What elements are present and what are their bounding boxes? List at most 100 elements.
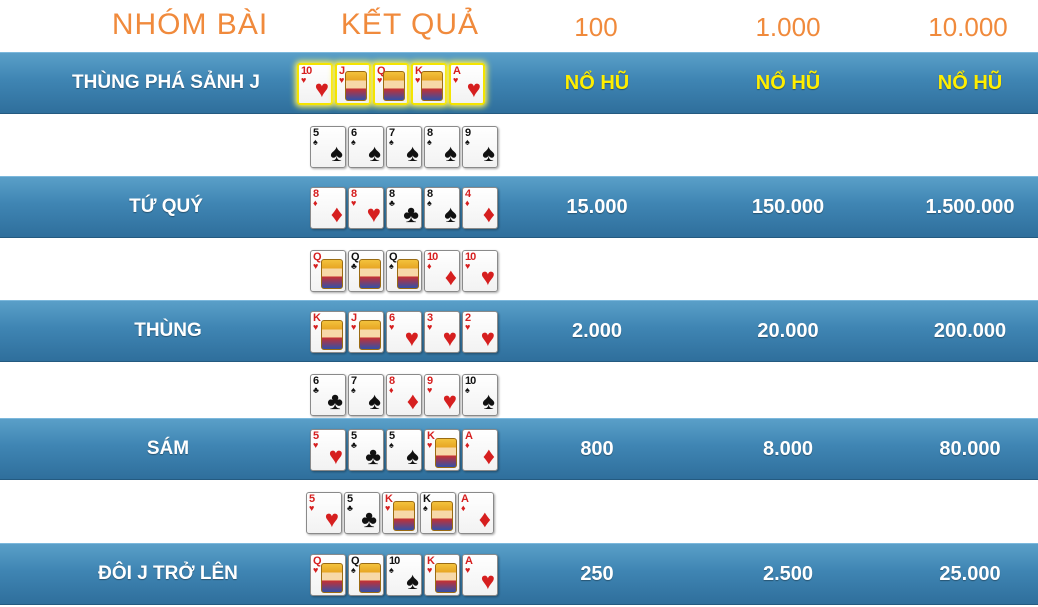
- hand-cards: 5 ♥ ♥ 5 ♣ ♣ 5 ♠ ♠ K ♥ A ♦ ♦: [310, 429, 498, 471]
- playing-card: 2 ♥ ♥: [462, 311, 498, 353]
- card-rank: Q: [313, 555, 322, 567]
- card-rank: K: [427, 555, 435, 567]
- card-rank: 6: [389, 312, 395, 324]
- payout-value: 15.000: [566, 196, 628, 218]
- diamond-pip-icon: ♦: [406, 388, 419, 415]
- bet-10000-column-header: 10.000: [928, 12, 1008, 42]
- spade-pip-icon: ♠: [482, 140, 495, 167]
- spade-pip-icon: ♠: [368, 140, 381, 167]
- spade-pip-icon: ♠: [444, 140, 457, 167]
- playing-card: 7 ♠ ♠: [386, 126, 422, 168]
- heart-pip-icon: ♥: [480, 568, 495, 595]
- payout-value: 8.000: [762, 438, 814, 460]
- playing-card: 8 ♦ ♦: [386, 374, 422, 416]
- playing-card: 5 ♠ ♠: [310, 126, 346, 168]
- card-rank: 8: [351, 188, 357, 200]
- spade-suit-icon: ♠: [423, 503, 428, 513]
- spade-suit-icon: ♠: [351, 385, 356, 395]
- heart-suit-icon: ♥: [313, 565, 319, 575]
- bet-100-column-header: 100: [574, 12, 618, 42]
- spade-suit-icon: ♠: [389, 440, 394, 450]
- card-rank: 8: [313, 188, 319, 200]
- playing-card: 8 ♠ ♠: [424, 187, 460, 229]
- paytable-row: SÁM 5 ♥ ♥ 5 ♣ ♣ 5 ♠ ♠ K ♥ A ♦ ♦ 800 8.000 80.000: [0, 418, 1038, 480]
- playing-card: Q ♥: [310, 554, 346, 596]
- playing-card: K ♥: [382, 492, 418, 534]
- card-rank: 2: [465, 312, 471, 324]
- playing-card: 6 ♣ ♣: [310, 374, 346, 416]
- spade-pip-icon: ♠: [406, 140, 419, 167]
- playing-card: 5 ♥ ♥: [306, 492, 342, 534]
- club-suit-icon: ♣: [347, 503, 353, 513]
- playing-card: Q ♥: [310, 250, 346, 292]
- playing-card: 10 ♥ ♥: [297, 63, 333, 105]
- playing-card: 9 ♥ ♥: [424, 374, 460, 416]
- club-pip-icon: ♣: [327, 388, 343, 415]
- spade-pip-icon: ♠: [406, 443, 419, 470]
- heart-pip-icon: ♥: [480, 264, 495, 291]
- spade-suit-icon: ♠: [465, 385, 470, 395]
- paytable-row: THÙNG PHÁ SẢNH J 10 ♥ ♥ J ♥ Q ♥ K ♥ A ♥ ♥ NỔ HŨ NỔ HŨ N…: [0, 52, 1038, 114]
- card-rank: 5: [347, 493, 353, 505]
- playing-card: Q ♣: [348, 250, 384, 292]
- club-pip-icon: ♣: [365, 443, 381, 470]
- playing-card: 7 ♠ ♠: [348, 374, 384, 416]
- heart-suit-icon: ♥: [427, 385, 433, 395]
- playing-card: Q ♠: [348, 554, 384, 596]
- playing-card: K ♥: [411, 63, 447, 105]
- card-rank: 5: [351, 430, 357, 442]
- spade-suit-icon: ♠: [465, 137, 470, 147]
- spade-suit-icon: ♠: [389, 261, 394, 271]
- card-rank: K: [427, 430, 435, 442]
- payout-value: 800: [580, 438, 614, 460]
- heart-suit-icon: ♥: [427, 322, 433, 332]
- card-rank: 5: [313, 430, 319, 442]
- face-card-portrait-icon: [359, 259, 381, 289]
- spade-suit-icon: ♠: [351, 137, 356, 147]
- playing-card: 6 ♠ ♠: [348, 126, 384, 168]
- heart-suit-icon: ♥: [309, 503, 315, 513]
- face-card-portrait-icon: [435, 563, 457, 593]
- card-rank: Q: [313, 251, 322, 263]
- playing-card: 10 ♥ ♥: [462, 250, 498, 292]
- heart-suit-icon: ♥: [351, 322, 357, 332]
- diamond-pip-icon: ♦: [444, 264, 457, 291]
- heart-pip-icon: ♥: [328, 443, 343, 470]
- payout-value: 80.000: [939, 438, 1001, 460]
- example-hand-cards: 5 ♠ ♠ 6 ♠ ♠ 7 ♠ ♠ 8 ♠ ♠ 9 ♠ ♠: [310, 126, 498, 168]
- card-rank: A: [465, 430, 473, 442]
- jackpot-payout: NỔ HŨ: [755, 72, 821, 94]
- card-rank: 7: [351, 375, 357, 387]
- heart-suit-icon: ♥: [339, 75, 345, 85]
- card-rank: Q: [351, 251, 360, 263]
- hand-name: SÁM: [146, 438, 190, 459]
- playing-card: A ♥ ♥: [462, 554, 498, 596]
- jackpot-payout: NỔ HŨ: [937, 72, 1003, 94]
- playing-card: 3 ♥ ♥: [424, 311, 460, 353]
- card-rank: A: [453, 65, 461, 77]
- hand-cards: 10 ♥ ♥ J ♥ Q ♥ K ♥ A ♥ ♥: [297, 63, 485, 105]
- card-rank: K: [313, 312, 321, 324]
- payout-value: 20.000: [757, 320, 819, 342]
- payout-value: 2.000: [571, 320, 623, 342]
- heart-suit-icon: ♥: [313, 440, 319, 450]
- playing-card: J ♥: [335, 63, 371, 105]
- face-card-portrait-icon: [321, 320, 343, 350]
- heart-suit-icon: ♥: [313, 261, 319, 271]
- spade-suit-icon: ♠: [313, 137, 318, 147]
- playing-card: 4 ♦ ♦: [462, 187, 498, 229]
- heart-suit-icon: ♥: [313, 322, 319, 332]
- playing-card: A ♥ ♥: [449, 63, 485, 105]
- heart-pip-icon: ♥: [442, 388, 457, 415]
- playing-card: 8 ♠ ♠: [424, 126, 460, 168]
- playing-card: 5 ♣ ♣: [348, 429, 384, 471]
- face-card-portrait-icon: [393, 501, 415, 531]
- example-hand-cards: 5 ♥ ♥ 5 ♣ ♣ K ♥ K ♠ A ♦ ♦: [306, 492, 494, 534]
- heart-pip-icon: ♥: [366, 201, 381, 228]
- spade-suit-icon: ♠: [389, 137, 394, 147]
- playing-card: 8 ♥ ♥: [348, 187, 384, 229]
- playing-card: K ♥: [310, 311, 346, 353]
- playing-card: 10 ♠ ♠: [462, 374, 498, 416]
- card-rank: J: [339, 65, 345, 77]
- diamond-pip-icon: ♦: [330, 201, 343, 228]
